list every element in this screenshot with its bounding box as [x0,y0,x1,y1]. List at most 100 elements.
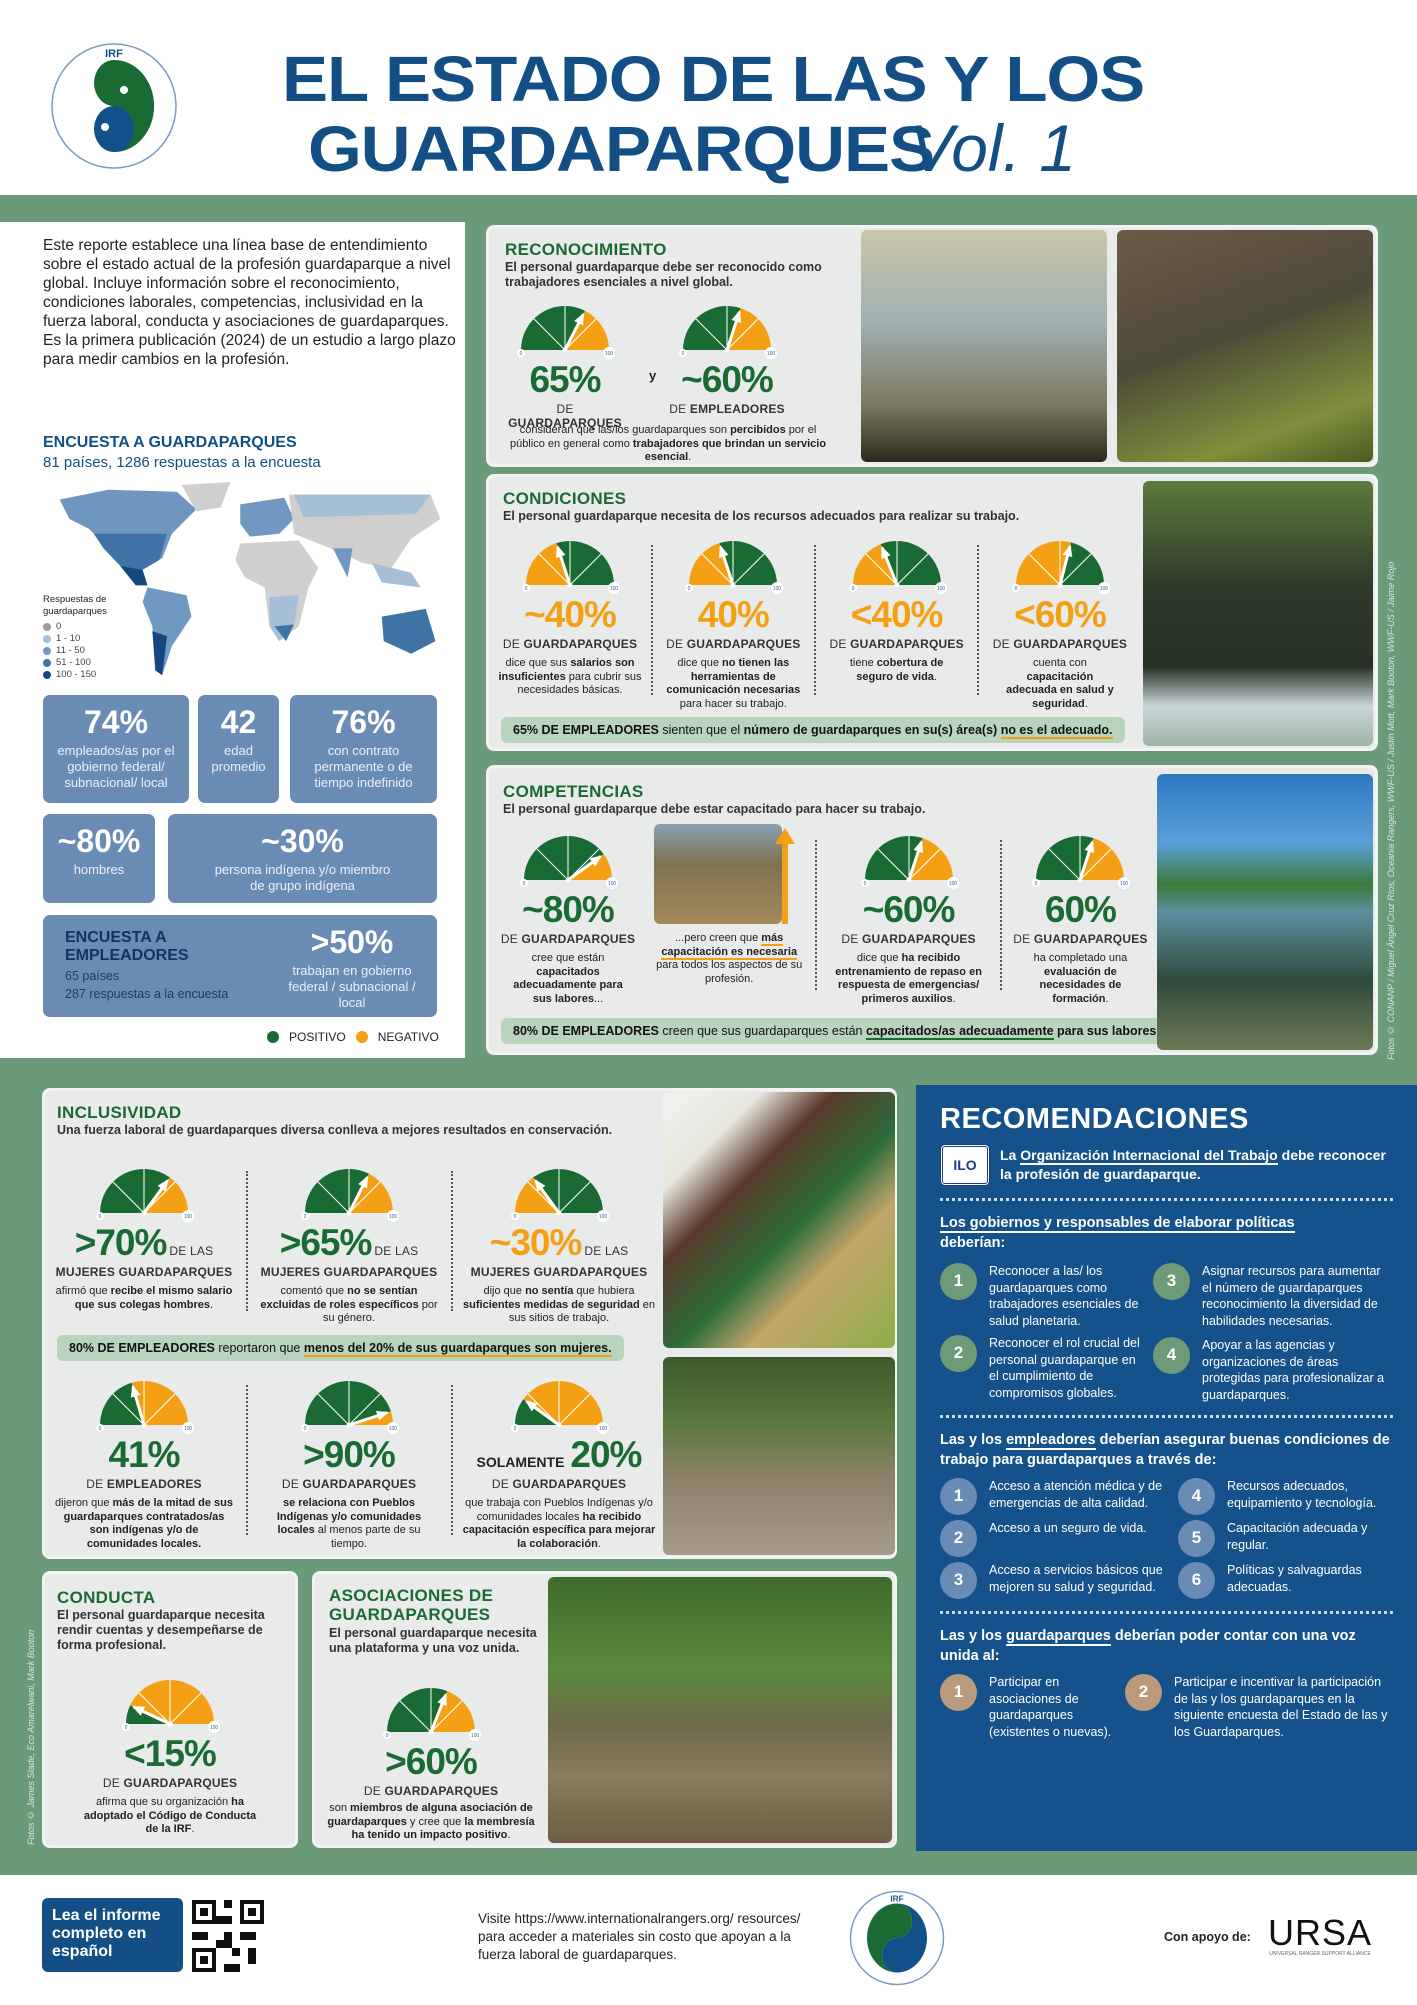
gauge-needle-arrow-icon [913,840,923,854]
text-segment: miembros de alguna asociación de guardap… [327,1802,533,1828]
text-segment: Las y los [940,1628,1007,1644]
svg-text:IRF: IRF [105,48,123,60]
stat-column: 0 100 ~60% DE GUARDAPARQUES dice que ha reci… [824,824,994,1006]
stat-suffix: DE LAS [169,1244,214,1258]
number-badge: 2 [940,1335,977,1372]
text-segment: al menos parte de su tiempo. [314,1524,421,1550]
gov-heading: Los gobiernos y responsables de elaborar… [940,1213,1360,1253]
gauge: 0 100 [296,1157,402,1223]
gauge-left-segment [305,1381,391,1425]
gauge-tick [877,848,909,881]
ranger-item: 1 Participar en asociaciones de guardapar… [940,1674,1115,1740]
gauge-min-label: 0 [1015,586,1018,592]
text-segment: debe reconocer la profesión de guardapar… [1000,1147,1386,1182]
gauge-max-label: 100 [936,586,945,592]
gauge-max-label: 100 [389,1426,398,1432]
stat-description: se relaciona con Pueblos Indígenas y/o c… [264,1497,434,1551]
read-report-button[interactable]: Lea el informe completo en español [42,1898,183,1972]
divider [650,545,653,695]
divider [245,1171,248,1312]
employer-item: 2 Acceso a un seguro de vida. [940,1520,1172,1557]
gauge: 0 100 [680,529,786,595]
section-title: ASOCIACIONES DE GUARDAPARQUES [329,1586,494,1624]
employer-survey-countries: 65 países [65,969,120,983]
text-segment: ... [593,992,604,1005]
gauge-scale-badge [603,347,615,359]
text-segment: ...pero creen que [675,932,762,944]
gauge-scale-badge [606,877,618,889]
gauge-max-label: 100 [184,1214,193,1220]
number-badge: 4 [1153,1337,1190,1374]
stat-group: DE GUARDAPARQUES [281,1477,417,1491]
text-segment: comentó que [280,1285,348,1297]
section-subtitle: El personal guardaparque necesita de los… [503,509,1020,523]
ilo-logo: ILO [940,1144,990,1186]
number-badge: 5 [1178,1520,1215,1557]
text-segment: Organización Internacional del Trabajo [1020,1147,1278,1165]
number-badge: 3 [1153,1263,1190,1300]
stat-column: 0 100 40% DE GUARDAPARQUES dice que no tiene… [658,529,808,711]
gauge-tick [726,318,759,351]
text-segment: Los gobiernos y responsables de elaborar… [940,1215,1295,1233]
text-segment: 80% DE EMPLEADORES [513,1024,659,1038]
gauge-scale-badge [679,349,687,357]
legend-dot-icon [43,647,51,655]
legend-dot-icon [43,635,51,643]
stat-suffix: DE LAS [584,1244,629,1258]
gauge: 0 100 [515,824,621,890]
gauge-tick [564,318,597,351]
text-segment: dice que [677,657,723,669]
stat-column: 0 100 ~40% DE GUARDAPARQUES dice que sus sal… [495,529,645,711]
key-positive: POSITIVO [289,1030,346,1044]
text-segment: percibidos [730,424,786,436]
stat-value: 74% [83,704,149,740]
stat-value: 40% [697,594,770,635]
gauge: 0 100 [296,1369,402,1435]
key-negative: NEGATIVO [377,1030,439,1044]
stat-label: edad promedio [211,743,266,774]
text-segment: 65% DE EMPLEADORES [513,723,659,737]
text-segment: no es el adecuado. [1000,723,1113,739]
gauge-pivot [567,582,573,588]
photo-credit-right: Fotos © CONANP / Miguel Ángel Cruz Ríos,… [1386,561,1396,1060]
text-segment: que trabaja con Pueblos Indígenas y/o co… [465,1497,653,1523]
stat-group: DE GUARDAPARQUES [992,637,1128,651]
gauge-right-segment [880,541,941,585]
qr-code[interactable] [192,1900,264,1972]
stat-group: DE EMPLEADORES [86,1477,202,1491]
stat-description: afirma que su organización ha adoptado e… [80,1796,260,1837]
stat-column: 0 100 60% DE GUARDAPARQUES ha completado una… [1008,824,1153,1006]
gauge-min-label: 0 [99,1214,102,1220]
gauge-scale-badge [597,1422,609,1434]
gauge: 0 100 [856,824,962,890]
stat-description: dice que ha recibido entrenamiento de re… [824,952,994,1006]
gauge-tick [569,553,602,586]
legend-dot-icon [43,623,51,631]
divider [977,545,980,695]
stat-value: ~30% [261,823,344,859]
survey-panel: Este reporte establece una línea base de… [0,222,465,1058]
gauge-min-label: 0 [125,1725,128,1731]
gauge-pivot [141,1422,147,1428]
stat-group: DE GUARDAPARQUES [841,932,976,946]
gauge-pivot [1077,877,1083,883]
gauge-scale-badge [860,879,869,887]
text-segment: ha adoptado el Código de Conducta de la … [83,1796,257,1835]
ranger-item: 2 Participar e incentivar la participació… [1125,1674,1393,1740]
gauge-tick [112,1181,145,1214]
text-segment: evaluación de necesidades de formación [1039,965,1122,1005]
gauge: 0 100 [378,1676,484,1742]
stat-column: 0 100 >70% DE LAS MUJERES GUARDAPARQUES afirm… [49,1157,239,1326]
photo-rangers-map [1143,481,1373,746]
title-line-1: EL ESTADO DE LAS Y LOS [282,43,1145,115]
divider [245,1385,248,1535]
photo-divers-mangroves [1157,774,1373,1050]
legend-dot-icon [43,671,51,679]
gauge-left-segment [852,544,897,585]
legend-label: 0 [56,621,62,632]
gauge-scale-badge [522,584,530,592]
text-segment: dice que sus [505,657,571,669]
map-legend-title: Respuestas de guardaparques [43,594,107,617]
stat-label: persona indígena y/o miembro de grupo in… [214,862,391,893]
gauge-needle-arrow-icon [358,1175,369,1189]
